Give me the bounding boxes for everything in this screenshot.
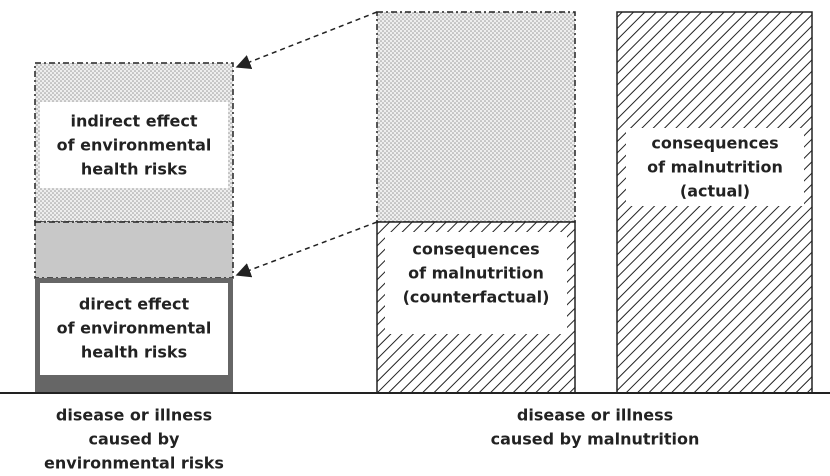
label-line: of environmental (57, 136, 212, 155)
label-box (40, 283, 228, 375)
light-segment (34, 221, 234, 279)
label-line: health risks (81, 160, 187, 179)
texts: indirect effect of environmental health ri… (44, 112, 783, 473)
label-line: of malnutrition (647, 158, 783, 177)
label-line: disease or illness (517, 406, 673, 425)
label-line: consequences (651, 134, 778, 153)
label-line: (actual) (680, 182, 750, 201)
label-box (40, 102, 228, 188)
arrow (235, 221, 378, 278)
label-box (626, 128, 804, 206)
label-line: health risks (81, 343, 187, 362)
label-line: consequences (412, 240, 539, 259)
arrow (235, 11, 378, 70)
label-line: of malnutrition (408, 264, 544, 283)
label-line: (counterfactual) (403, 288, 550, 307)
label-line: direct effect (79, 295, 190, 314)
label-line: environmental risks (44, 454, 224, 473)
label-line: caused by malnutrition (491, 430, 700, 449)
label-line: caused by (89, 430, 181, 449)
label-line: indirect effect (70, 112, 197, 131)
label-line: of environmental (57, 319, 212, 338)
label-box (385, 232, 567, 334)
counterfactual-top (376, 11, 576, 223)
label-line: disease or illness (56, 406, 212, 425)
